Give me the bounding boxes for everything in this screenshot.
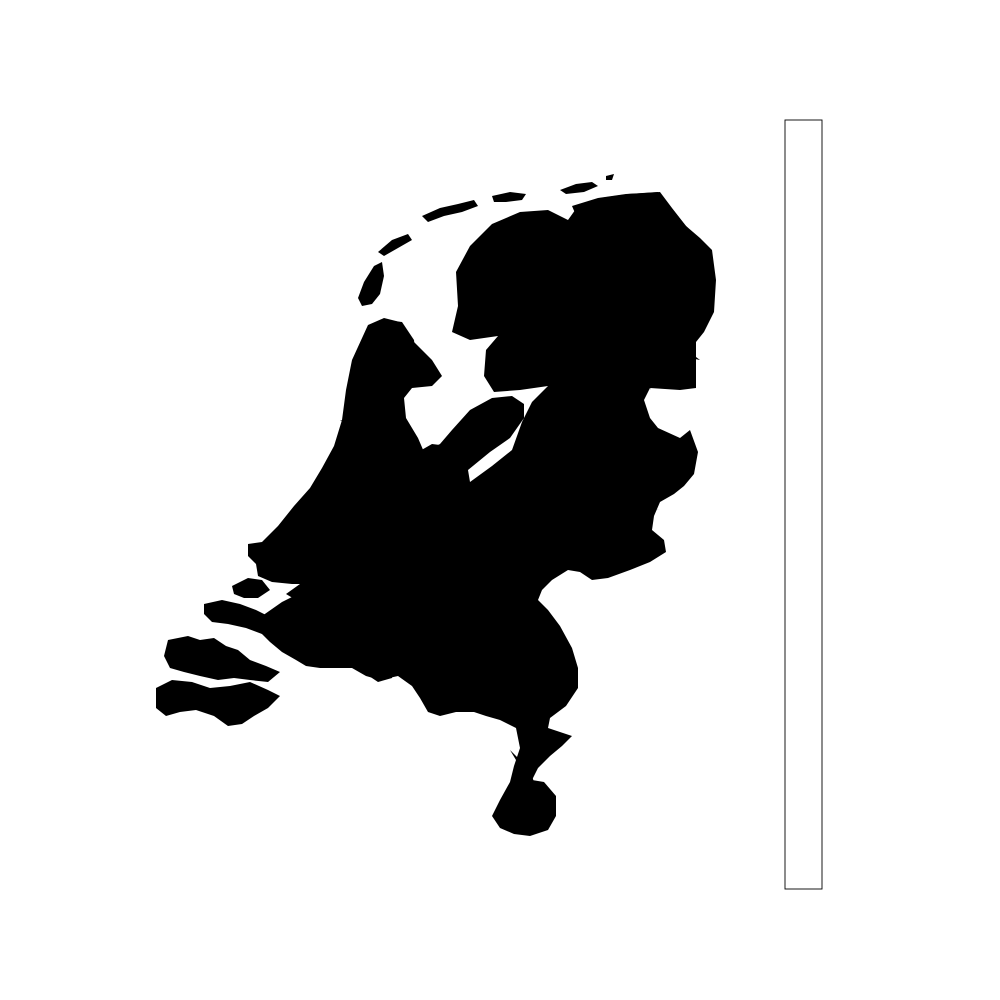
zeeland-island-schouwen xyxy=(204,600,284,638)
municipality-rotterdam-port xyxy=(286,580,344,610)
municipality-hellendoorn xyxy=(568,430,600,468)
zeeland-island-tholen xyxy=(266,622,310,656)
municipality-arnhem xyxy=(492,546,530,570)
colorbar-scale xyxy=(785,120,822,889)
wadden-island-ameland xyxy=(492,192,526,202)
wadden-island-terschelling xyxy=(422,200,478,222)
municipality-breda xyxy=(366,652,396,682)
municipality-enschede xyxy=(594,512,616,538)
municipality-west-betuwe xyxy=(370,574,394,592)
municipality-raalte xyxy=(526,448,552,476)
wadden-island-schiermonnikoog xyxy=(560,182,598,194)
wadden-island-rottumeroog xyxy=(606,174,614,180)
wadden-island-vlieland xyxy=(378,234,412,256)
netherlands-map xyxy=(156,174,716,836)
zeeland-island-walcheren xyxy=(156,680,280,726)
municipality-schagen xyxy=(368,320,416,366)
municipality-borders xyxy=(180,210,700,810)
mainland-region xyxy=(248,192,716,836)
colorbar xyxy=(784,119,823,890)
zeeland-island-goeree xyxy=(232,578,270,598)
colorbar-frame xyxy=(784,119,823,890)
municipality-almere xyxy=(418,444,452,470)
wadden-island-texel xyxy=(358,262,384,306)
zeeland-island-south-beveland xyxy=(164,636,280,682)
municipality-het-hogeland xyxy=(572,192,696,240)
